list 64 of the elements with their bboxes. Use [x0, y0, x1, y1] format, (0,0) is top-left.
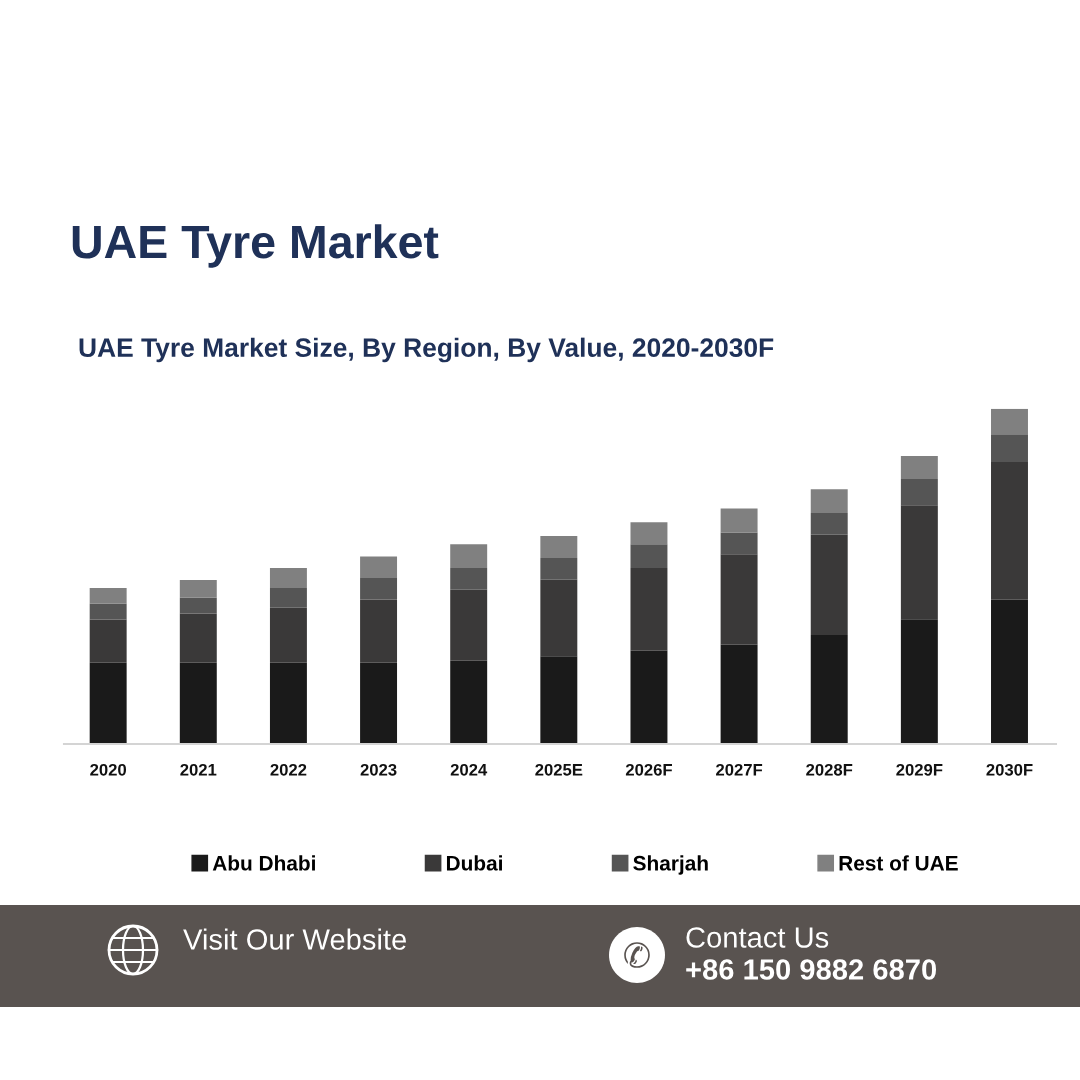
- bar: [720, 532, 758, 555]
- bar: [540, 557, 578, 580]
- bar: [991, 599, 1028, 744]
- chart-subtitle: UAE Tyre Market Size, By Region, By Value, 2020-2030F: [79, 337, 774, 363]
- bar: [810, 534, 848, 636]
- x-tick-label: 2021: [180, 763, 217, 776]
- bar: [630, 522, 668, 545]
- legend-label: Dubai: [446, 855, 502, 871]
- bar: [900, 619, 938, 744]
- chart-title: UAE Tyre Market: [72, 224, 439, 268]
- bar: [89, 662, 127, 744]
- bar: [269, 588, 307, 608]
- bar: [89, 603, 127, 620]
- bar: [540, 579, 578, 657]
- x-tick-label: 2024: [450, 763, 488, 776]
- bar: [360, 578, 398, 600]
- bar: [810, 489, 848, 513]
- bar: [450, 589, 488, 661]
- bar: [179, 662, 217, 744]
- bar: [900, 479, 938, 506]
- bar: [360, 599, 398, 663]
- x-tick-label: 2022: [270, 763, 307, 776]
- bar: [179, 613, 217, 663]
- bar: [900, 505, 938, 620]
- bar: [991, 408, 1028, 435]
- bar: [450, 567, 488, 590]
- bar: [810, 512, 848, 535]
- bar: [89, 588, 127, 604]
- bar: [450, 544, 488, 568]
- bar: [720, 644, 758, 744]
- legend-label: Sharjah: [633, 855, 708, 875]
- bar: [540, 656, 578, 744]
- x-tick-label: 2030F: [986, 763, 1033, 776]
- x-tick-label: 2029F: [896, 763, 943, 776]
- bar: [269, 662, 307, 744]
- bar: [810, 635, 848, 744]
- bar: [720, 508, 758, 533]
- x-tick-label: 2025E: [535, 763, 583, 776]
- legend-label: Rest of UAE: [839, 855, 958, 871]
- bar: [179, 597, 217, 614]
- x-tick-label: 2023: [360, 763, 397, 776]
- bar: [991, 462, 1028, 600]
- bar: [450, 660, 488, 744]
- bar: [630, 650, 668, 744]
- text: +86 150 9882 6870: [686, 959, 937, 980]
- x-tick-label: 2028F: [806, 763, 853, 776]
- text: Contact Us: [686, 927, 829, 948]
- x-tick-label: 2027F: [716, 763, 763, 776]
- legend-label: Abu Dhabi: [212, 855, 315, 871]
- bar: [89, 619, 127, 663]
- bar: [991, 434, 1028, 463]
- bar: [630, 544, 668, 568]
- bar: [269, 607, 307, 663]
- bar: [900, 455, 938, 480]
- x-tick-label: 2020: [90, 763, 127, 776]
- text: Visit Our Website: [183, 928, 406, 950]
- bar: [360, 662, 398, 744]
- bar: [360, 556, 398, 579]
- x-tick-label: 2026F: [625, 763, 672, 776]
- bar: [630, 567, 668, 651]
- bar: [269, 567, 307, 589]
- bar: [179, 580, 217, 598]
- bar: [720, 554, 758, 645]
- bar: [540, 536, 578, 558]
